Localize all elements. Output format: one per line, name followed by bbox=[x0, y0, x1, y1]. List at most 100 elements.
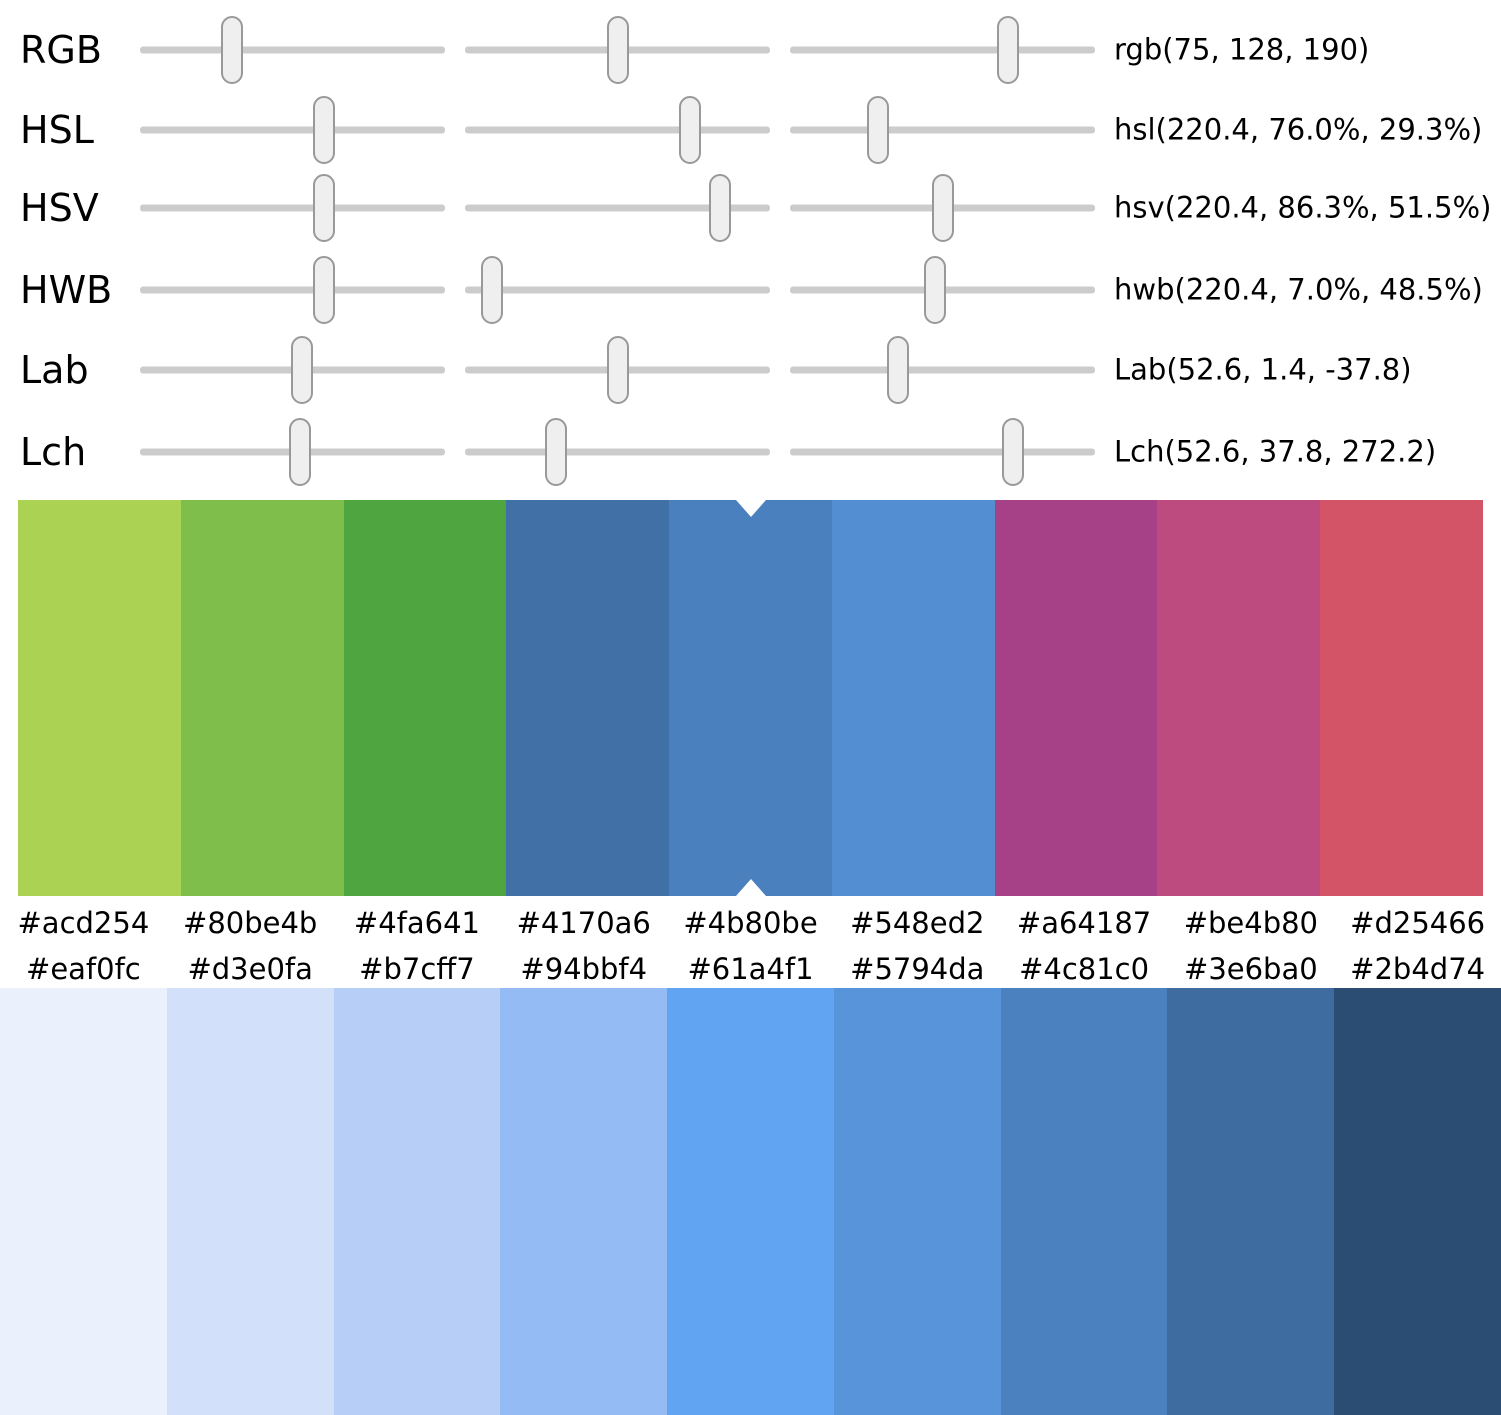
slider-track[interactable] bbox=[790, 46, 1095, 54]
swatch-hex-label: #3e6ba0 bbox=[1184, 951, 1318, 986]
slider-handle[interactable] bbox=[312, 174, 335, 242]
swatch-hex-label: #2b4d74 bbox=[1350, 951, 1486, 986]
slider-lch-chroma[interactable] bbox=[465, 412, 770, 492]
slider-handle[interactable] bbox=[679, 96, 702, 164]
primary-color-palette[interactable] bbox=[18, 500, 1484, 896]
swatch-hex-label: #4170a6 bbox=[516, 905, 651, 940]
slider-handle[interactable] bbox=[886, 336, 909, 404]
slider-row-rgb: RGB rgb(75, 128, 190) bbox=[0, 10, 1501, 90]
slider-rgb-blue[interactable] bbox=[790, 10, 1095, 90]
slider-value-text: hsl(220.4, 76.0%, 29.3%) bbox=[1114, 112, 1483, 147]
slider-hsv-saturation[interactable] bbox=[465, 168, 770, 248]
swatch-hex-label: #61a4f1 bbox=[687, 951, 814, 986]
color-swatch[interactable] bbox=[1167, 988, 1335, 1415]
slider-handle[interactable] bbox=[289, 418, 312, 486]
slider-rgb-red[interactable] bbox=[140, 10, 445, 90]
slider-track[interactable] bbox=[465, 448, 770, 456]
swatch-hex-label: #5794da bbox=[850, 951, 985, 986]
slider-lch-lightness[interactable] bbox=[140, 412, 445, 492]
slider-track[interactable] bbox=[140, 286, 445, 294]
slider-value-text: Lab(52.6, 1.4, -37.8) bbox=[1114, 352, 1412, 387]
slider-row-hwb: HWB hwb(220.4, 7.0%, 48.5%) bbox=[0, 250, 1501, 330]
color-swatch[interactable] bbox=[1000, 988, 1168, 1415]
color-swatch[interactable] bbox=[669, 500, 832, 896]
slider-row-hsv: HSV hsv(220.4, 86.3%, 51.5%) bbox=[0, 168, 1501, 248]
slider-hsl-hue[interactable] bbox=[140, 90, 445, 170]
slider-row-hsl: HSL hsl(220.4, 76.0%, 29.3%) bbox=[0, 90, 1501, 170]
slider-row-label: HWB bbox=[20, 268, 113, 312]
shade-color-palette[interactable] bbox=[0, 988, 1501, 1415]
slider-handle[interactable] bbox=[997, 16, 1020, 84]
slider-track[interactable] bbox=[465, 286, 770, 294]
swatch-hex-label: #4fa641 bbox=[353, 905, 480, 940]
selected-swatch-marker-top-icon bbox=[735, 500, 766, 517]
slider-handle[interactable] bbox=[481, 256, 504, 324]
color-swatch[interactable] bbox=[1157, 500, 1321, 896]
slider-hsv-hue[interactable] bbox=[140, 168, 445, 248]
slider-handle[interactable] bbox=[923, 256, 946, 324]
slider-track[interactable] bbox=[465, 126, 770, 134]
slider-value-text: Lch(52.6, 37.8, 272.2) bbox=[1114, 434, 1437, 469]
color-swatch[interactable] bbox=[1320, 500, 1484, 896]
swatch-hex-label: #a64187 bbox=[1016, 905, 1152, 940]
swatch-hex-label: #acd254 bbox=[17, 905, 150, 940]
color-swatch[interactable] bbox=[18, 500, 181, 896]
slider-handle[interactable] bbox=[221, 16, 244, 84]
color-swatch[interactable] bbox=[506, 500, 670, 896]
slider-handle[interactable] bbox=[708, 174, 731, 242]
slider-handle[interactable] bbox=[867, 96, 890, 164]
slider-lch-hue[interactable] bbox=[790, 412, 1095, 492]
slider-lab-a-axis[interactable] bbox=[465, 330, 770, 410]
slider-hwb-whiteness[interactable] bbox=[465, 250, 770, 330]
swatch-hex-label: #4c81c0 bbox=[1019, 951, 1150, 986]
slider-handle[interactable] bbox=[312, 96, 335, 164]
slider-track[interactable] bbox=[140, 204, 445, 212]
slider-hsl-lightness[interactable] bbox=[790, 90, 1095, 170]
color-swatch[interactable] bbox=[343, 500, 507, 896]
color-swatch[interactable] bbox=[500, 988, 668, 1415]
slider-lab-lightness[interactable] bbox=[140, 330, 445, 410]
slider-row-label: RGB bbox=[20, 28, 102, 72]
slider-hsl-saturation[interactable] bbox=[465, 90, 770, 170]
swatch-hex-label: #548ed2 bbox=[850, 905, 985, 940]
color-swatch[interactable] bbox=[994, 500, 1158, 896]
color-swatch[interactable] bbox=[180, 500, 344, 896]
swatch-hex-label: #94bbf4 bbox=[520, 951, 648, 986]
slider-hwb-blackness[interactable] bbox=[790, 250, 1095, 330]
color-swatch[interactable] bbox=[0, 988, 167, 1415]
color-swatch[interactable] bbox=[166, 988, 334, 1415]
color-swatch[interactable] bbox=[831, 500, 995, 896]
swatch-hex-label: #80be4b bbox=[183, 905, 318, 940]
color-space-slider-panel: RGB rgb(75, 128, 190) HSL hsl(220.4, 76.0%,… bbox=[0, 0, 1501, 490]
color-swatch[interactable] bbox=[333, 988, 501, 1415]
color-swatch[interactable] bbox=[1334, 988, 1501, 1415]
color-swatch[interactable] bbox=[833, 988, 1001, 1415]
slider-track[interactable] bbox=[140, 46, 445, 54]
slider-row-label: HSL bbox=[20, 108, 94, 152]
slider-handle[interactable] bbox=[607, 336, 630, 404]
slider-rgb-green[interactable] bbox=[465, 10, 770, 90]
slider-track[interactable] bbox=[790, 366, 1095, 374]
slider-handle[interactable] bbox=[1001, 418, 1024, 486]
slider-hsv-value[interactable] bbox=[790, 168, 1095, 248]
slider-hwb-hue[interactable] bbox=[140, 250, 445, 330]
slider-handle[interactable] bbox=[312, 256, 335, 324]
selected-swatch-marker-bottom-icon bbox=[735, 879, 766, 896]
slider-track[interactable] bbox=[790, 126, 1095, 134]
slider-handle[interactable] bbox=[290, 336, 313, 404]
slider-row-lab: Lab Lab(52.6, 1.4, -37.8) bbox=[0, 330, 1501, 410]
slider-track[interactable] bbox=[465, 204, 770, 212]
slider-handle[interactable] bbox=[607, 16, 630, 84]
slider-lab-b-axis[interactable] bbox=[790, 330, 1095, 410]
slider-track[interactable] bbox=[790, 448, 1095, 456]
slider-handle[interactable] bbox=[544, 418, 567, 486]
slider-row-lch: Lch Lch(52.6, 37.8, 272.2) bbox=[0, 412, 1501, 492]
swatch-hex-label: #4b80be bbox=[683, 905, 818, 940]
slider-row-label: Lch bbox=[20, 430, 87, 474]
slider-handle[interactable] bbox=[932, 174, 955, 242]
color-swatch[interactable] bbox=[667, 988, 834, 1415]
slider-value-text: hsv(220.4, 86.3%, 51.5%) bbox=[1114, 190, 1492, 225]
slider-row-label: Lab bbox=[20, 348, 89, 392]
shade-palette-hex-labels: #eaf0fc #d3e0fa #b7cff7 #94bbf4 #61a4f1 #5794… bbox=[0, 946, 1501, 992]
slider-track[interactable] bbox=[140, 126, 445, 134]
